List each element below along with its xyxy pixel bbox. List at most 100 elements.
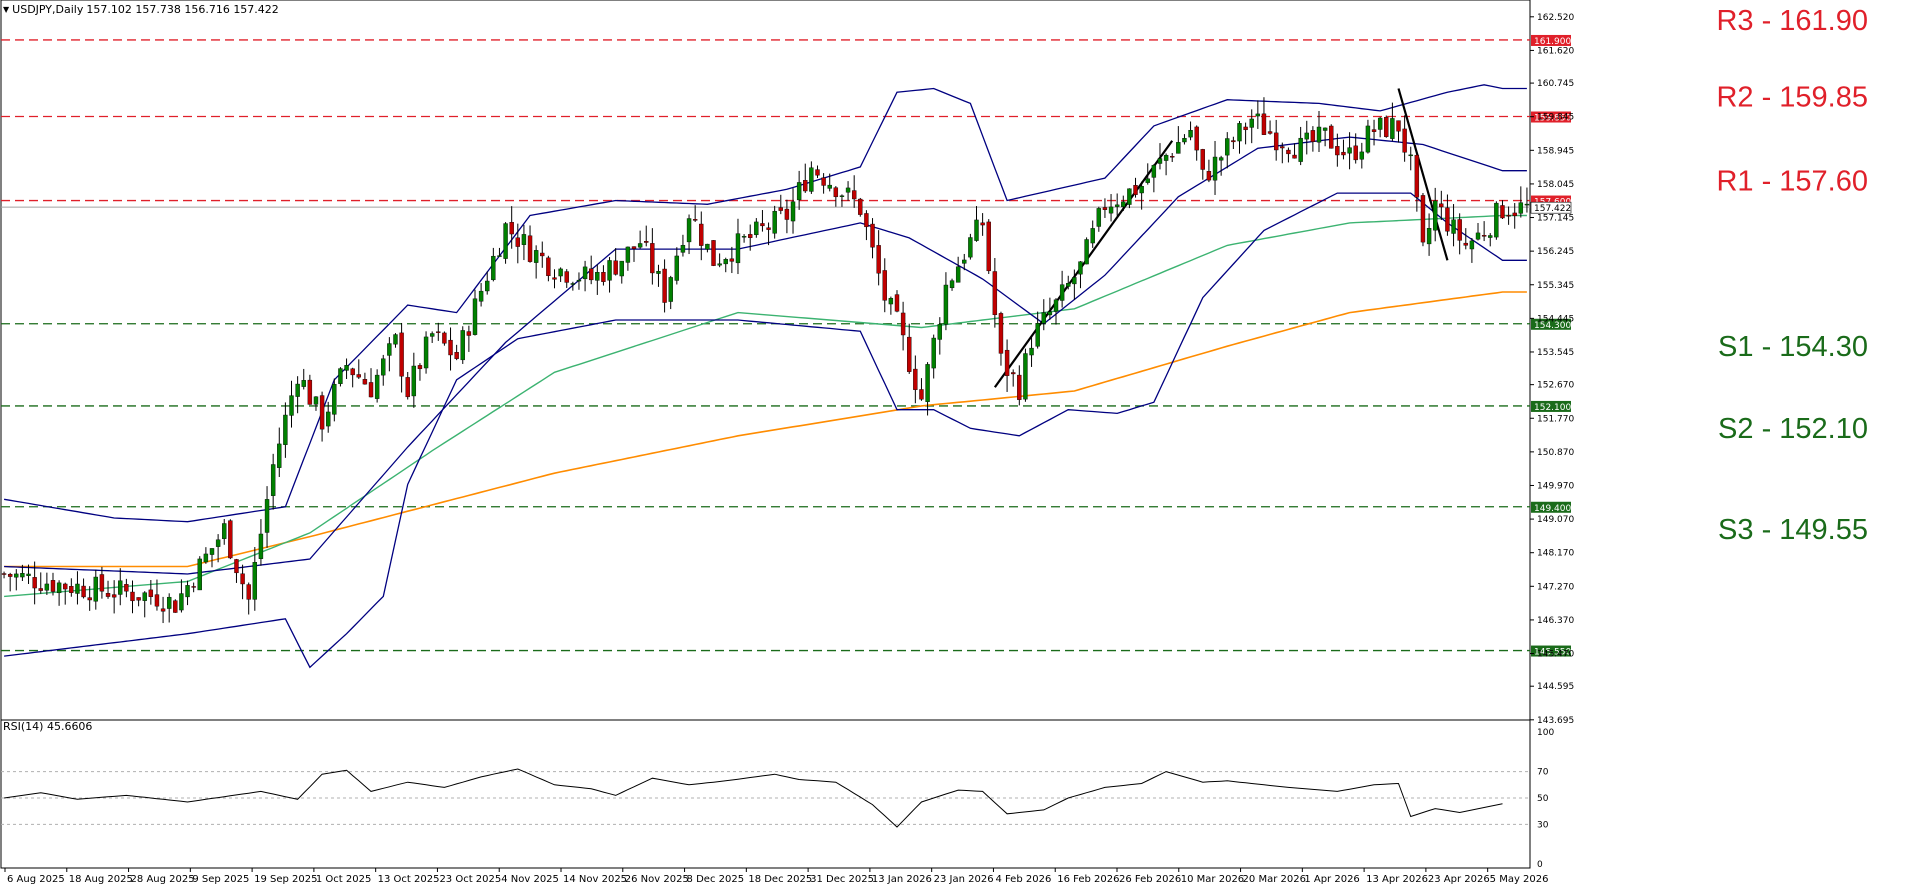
candle-body — [870, 223, 875, 248]
candle-body — [381, 358, 386, 376]
candle-body — [1396, 120, 1401, 132]
candle-body — [827, 184, 832, 189]
candle-body — [466, 331, 472, 336]
candle-body — [711, 240, 716, 266]
rsi-tick-label-2: 50 — [1537, 794, 1549, 804]
candle-body — [1108, 206, 1114, 214]
y-tick-label-17: 147.270 — [1537, 582, 1574, 592]
candle-body — [246, 584, 251, 600]
candle-body — [362, 379, 368, 385]
candle-body — [332, 384, 337, 415]
y-tick-label-12: 151.770 — [1537, 414, 1574, 424]
candle-body — [1506, 215, 1511, 217]
candle-body — [1017, 374, 1022, 400]
y-tick-label-0: 162.520 — [1537, 13, 1574, 23]
candle-body — [796, 182, 802, 201]
symbol-timeframe: USDJPY,Daily — [12, 3, 84, 16]
candle-body — [1035, 323, 1040, 347]
y-tick-label-5: 158.045 — [1537, 180, 1574, 190]
candle-body — [851, 190, 857, 200]
candle-body — [1439, 203, 1444, 208]
candle-body — [674, 255, 680, 281]
candle-body — [662, 268, 667, 303]
candle-body — [1329, 125, 1334, 149]
candle-body — [105, 593, 111, 597]
candle-body — [1304, 132, 1309, 140]
candle-body — [1359, 151, 1365, 160]
candle-body — [1402, 128, 1407, 153]
candle-body — [142, 592, 147, 601]
chart-header: ▼ USDJPY,Daily 157.102 157.738 156.716 1… — [3, 3, 279, 16]
y-tick-label-14: 149.970 — [1537, 481, 1574, 491]
y-tick-label-4: 158.945 — [1537, 146, 1574, 156]
candle-body — [295, 383, 300, 397]
candle-body — [14, 573, 19, 578]
candle-body — [215, 539, 221, 547]
candle-body — [387, 343, 392, 356]
candle-body — [26, 573, 31, 576]
candle-body — [968, 237, 973, 258]
candle-body — [803, 180, 808, 192]
candle-body — [222, 523, 227, 539]
candle-body — [533, 250, 539, 263]
candle-body — [576, 279, 582, 282]
candle-body — [160, 608, 166, 612]
x-tick-label-20: 20 Mar 2026 — [1243, 874, 1306, 885]
candle-body — [766, 227, 771, 230]
candle-body — [185, 585, 190, 598]
candle-body — [894, 294, 900, 312]
candle-body — [595, 272, 600, 281]
candle-body — [20, 573, 25, 578]
candle-body — [75, 583, 80, 594]
candle-body — [1414, 154, 1420, 198]
indicator-lines — [3, 84, 1527, 669]
y-tick-label-20: 144.595 — [1537, 682, 1574, 692]
y-tick-label-11: 152.670 — [1537, 381, 1574, 391]
candle-body — [1066, 283, 1071, 287]
candle-body — [1255, 113, 1261, 117]
candle-body — [1237, 123, 1242, 142]
candle-body — [992, 271, 998, 316]
candle-body — [56, 582, 62, 594]
candle-body — [38, 588, 43, 591]
sma100-line — [4, 214, 1527, 598]
candle-body — [1408, 154, 1413, 157]
candle-body — [417, 365, 423, 370]
candle-body — [1390, 118, 1395, 139]
candle-body — [1316, 126, 1322, 143]
collapse-arrow-icon[interactable]: ▼ — [3, 5, 10, 14]
candle-body — [1335, 146, 1340, 156]
candle-body — [1451, 219, 1456, 234]
x-tick-label-2: 28 Aug 2025 — [131, 874, 195, 885]
candle-body — [809, 167, 814, 192]
x-tick-label-19: 10 Mar 2026 — [1181, 874, 1244, 885]
candle-body — [1127, 188, 1132, 205]
candle-body — [1457, 219, 1462, 241]
candle-body — [209, 548, 215, 555]
candle-body — [448, 339, 453, 356]
candle-body — [374, 374, 380, 399]
candle-body — [1206, 171, 1212, 181]
x-tick-label-3: 9 Sep 2025 — [192, 874, 249, 885]
chart-panes — [0, 0, 1531, 869]
candle-body — [974, 219, 979, 241]
candle-body — [509, 222, 514, 235]
candle-body — [99, 574, 105, 592]
candle-body — [515, 237, 521, 247]
candle-body — [1512, 212, 1517, 217]
candle-body — [913, 368, 918, 390]
candle-body — [154, 594, 160, 607]
candle-body — [656, 271, 661, 274]
candle-body — [7, 573, 13, 577]
candle-body — [772, 210, 777, 234]
candle-body — [619, 260, 624, 277]
level-label-3: S1 - 154.30 — [1718, 331, 1868, 363]
candle-body — [69, 585, 74, 593]
candle-body — [1371, 129, 1377, 132]
candle-body — [1096, 208, 1102, 227]
candle-body — [631, 246, 637, 249]
candle-body — [1059, 284, 1065, 301]
candle-body — [864, 213, 869, 228]
candle-body — [1023, 353, 1028, 400]
level-tag-bg-6 — [1531, 645, 1571, 657]
